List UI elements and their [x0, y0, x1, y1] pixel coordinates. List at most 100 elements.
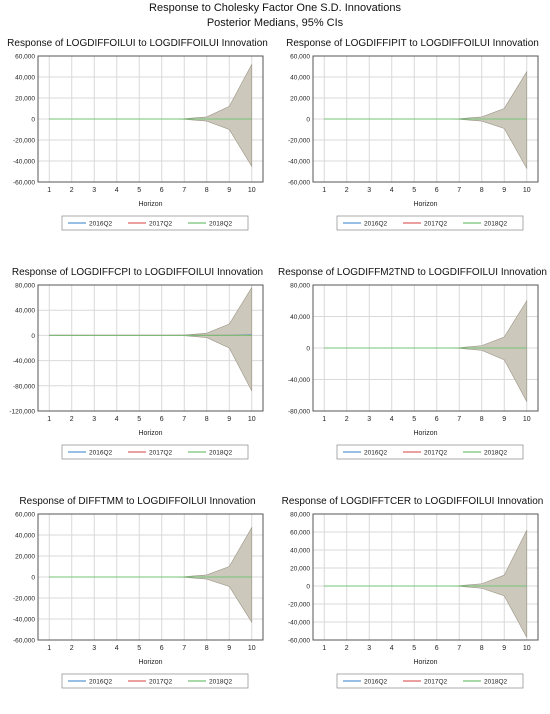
x-tick-label: 6: [435, 416, 439, 423]
y-tick-label: 80,000: [15, 283, 35, 290]
x-tick-label: 6: [160, 187, 164, 194]
x-tick-label: 10: [523, 416, 531, 423]
legend-label-2018Q2: 2018Q2: [484, 450, 508, 457]
ci-band: [49, 64, 253, 168]
chart-title-1: Response of LOGDIFFOILUI to LOGDIFFOILUI…: [7, 38, 268, 49]
legend-label-2016Q2: 2016Q2: [89, 679, 113, 686]
legend-label-2018Q2: 2018Q2: [484, 221, 508, 228]
legend-label-2017Q2: 2017Q2: [424, 450, 448, 457]
ci-band: [49, 286, 253, 391]
y-tick-label: 80,000: [290, 283, 310, 290]
x-tick-label: 8: [480, 645, 484, 652]
x-tick-label: 9: [227, 416, 231, 423]
y-tick-label: -20,000: [288, 138, 310, 145]
chart-panel-3: 80,000 40,000 0 -40,000 -80,000 -120,000 1 2 3 4 5…: [9, 283, 264, 460]
x-tick-label: 5: [412, 645, 416, 652]
x-tick-label: 4: [115, 645, 119, 652]
x-tick-label: 9: [227, 187, 231, 194]
legend-label-2018Q2: 2018Q2: [209, 221, 233, 228]
x-tick-label: 6: [435, 645, 439, 652]
x-tick-label: 5: [412, 416, 416, 423]
x-tick-label: 3: [367, 645, 371, 652]
x-tick-label: 10: [248, 645, 256, 652]
x-tick-label: 5: [137, 645, 141, 652]
y-tick-label: 40,000: [15, 533, 35, 540]
x-axis-label: Horizon: [413, 659, 437, 666]
x-tick-label: 2: [70, 187, 74, 194]
y-tick-label: 60,000: [290, 530, 310, 537]
chart-title-3: Response of LOGDIFFCPI to LOGDIFFOILUI I…: [11, 267, 264, 278]
y-tick-label: 20,000: [15, 96, 35, 103]
x-tick-label: 2: [345, 416, 349, 423]
y-tick-label: -60,000: [288, 180, 310, 187]
x-tick-label: 4: [390, 416, 394, 423]
y-tick-label: 20,000: [15, 554, 35, 561]
legend-label-2017Q2: 2017Q2: [424, 221, 448, 228]
x-tick-label: 10: [523, 187, 531, 194]
x-tick-label: 10: [248, 416, 256, 423]
legend-label-2016Q2: 2016Q2: [89, 450, 113, 457]
x-tick-label: 1: [47, 416, 51, 423]
y-tick-label: 60,000: [290, 54, 310, 61]
y-tick-label: -20,000: [288, 602, 310, 609]
legend-label-2016Q2: 2016Q2: [89, 221, 113, 228]
chart-title-4: Response of LOGDIFFM2TND to LOGDIFFOILUI…: [278, 267, 547, 278]
legend-box: [61, 444, 249, 460]
chart-panel-2: 60,000 40,000 20,000 0 -20,000 -40,000 -60,000…: [288, 54, 539, 231]
x-tick-label: 7: [182, 645, 186, 652]
y-tick-label: 60,000: [15, 54, 35, 61]
x-tick-label: 6: [435, 187, 439, 194]
x-tick-label: 9: [502, 645, 506, 652]
y-tick-label: 20,000: [290, 566, 310, 573]
x-tick-label: 4: [115, 187, 119, 194]
legend-box: [61, 673, 249, 689]
y-tick-label: 0: [306, 346, 310, 353]
y-tick-label: -120,000: [9, 409, 35, 416]
legend-box: [336, 215, 524, 231]
legend-label-2017Q2: 2017Q2: [424, 679, 448, 686]
chart-panel-1: 60,000 40,000 20,000 0 -20,000 -40,000 -60,000…: [13, 54, 264, 231]
x-tick-label: 8: [480, 187, 484, 194]
x-axis-label: Horizon: [138, 430, 162, 437]
x-tick-label: 7: [457, 416, 461, 423]
x-tick-label: 9: [502, 416, 506, 423]
x-tick-label: 8: [205, 187, 209, 194]
x-tick-label: 2: [345, 187, 349, 194]
legend-label-2017Q2: 2017Q2: [149, 679, 173, 686]
y-tick-label: 40,000: [15, 75, 35, 82]
plot-frame: [37, 513, 264, 641]
x-tick-label: 1: [47, 187, 51, 194]
legend-box: [336, 673, 524, 689]
x-tick-label: 7: [182, 416, 186, 423]
chart-title-5: Response of DIFFTMM to LOGDIFFOILUI Inno…: [19, 496, 256, 507]
y-tick-label: 60,000: [15, 512, 35, 519]
y-tick-label: -60,000: [13, 638, 35, 645]
ci-band: [324, 530, 528, 638]
y-tick-label: -40,000: [288, 620, 310, 627]
x-axis-label: Horizon: [413, 430, 437, 437]
x-tick-label: 8: [480, 416, 484, 423]
legend-box: [336, 444, 524, 460]
y-tick-label: -20,000: [13, 596, 35, 603]
x-axis-label: Horizon: [138, 201, 162, 208]
chart-panel-5: 60,000 40,000 20,000 0 -20,000 -40,000 -60,000…: [13, 512, 264, 689]
x-tick-label: 1: [47, 645, 51, 652]
y-tick-label: 40,000: [15, 308, 35, 315]
y-tick-label: 0: [31, 333, 35, 340]
ci-band: [324, 299, 528, 402]
y-tick-label: -40,000: [13, 159, 35, 166]
legend-label-2017Q2: 2017Q2: [149, 221, 173, 228]
x-tick-label: 8: [205, 645, 209, 652]
legend-label-2018Q2: 2018Q2: [209, 679, 233, 686]
y-tick-label: 0: [306, 584, 310, 591]
x-tick-label: 1: [322, 416, 326, 423]
x-tick-label: 4: [115, 416, 119, 423]
x-tick-label: 1: [322, 187, 326, 194]
y-tick-label: -20,000: [13, 138, 35, 145]
x-tick-label: 7: [457, 645, 461, 652]
x-tick-label: 7: [457, 187, 461, 194]
y-tick-label: -60,000: [288, 638, 310, 645]
y-tick-label: 40,000: [290, 75, 310, 82]
ci-band: [49, 526, 253, 624]
plot-frame: [37, 55, 264, 183]
